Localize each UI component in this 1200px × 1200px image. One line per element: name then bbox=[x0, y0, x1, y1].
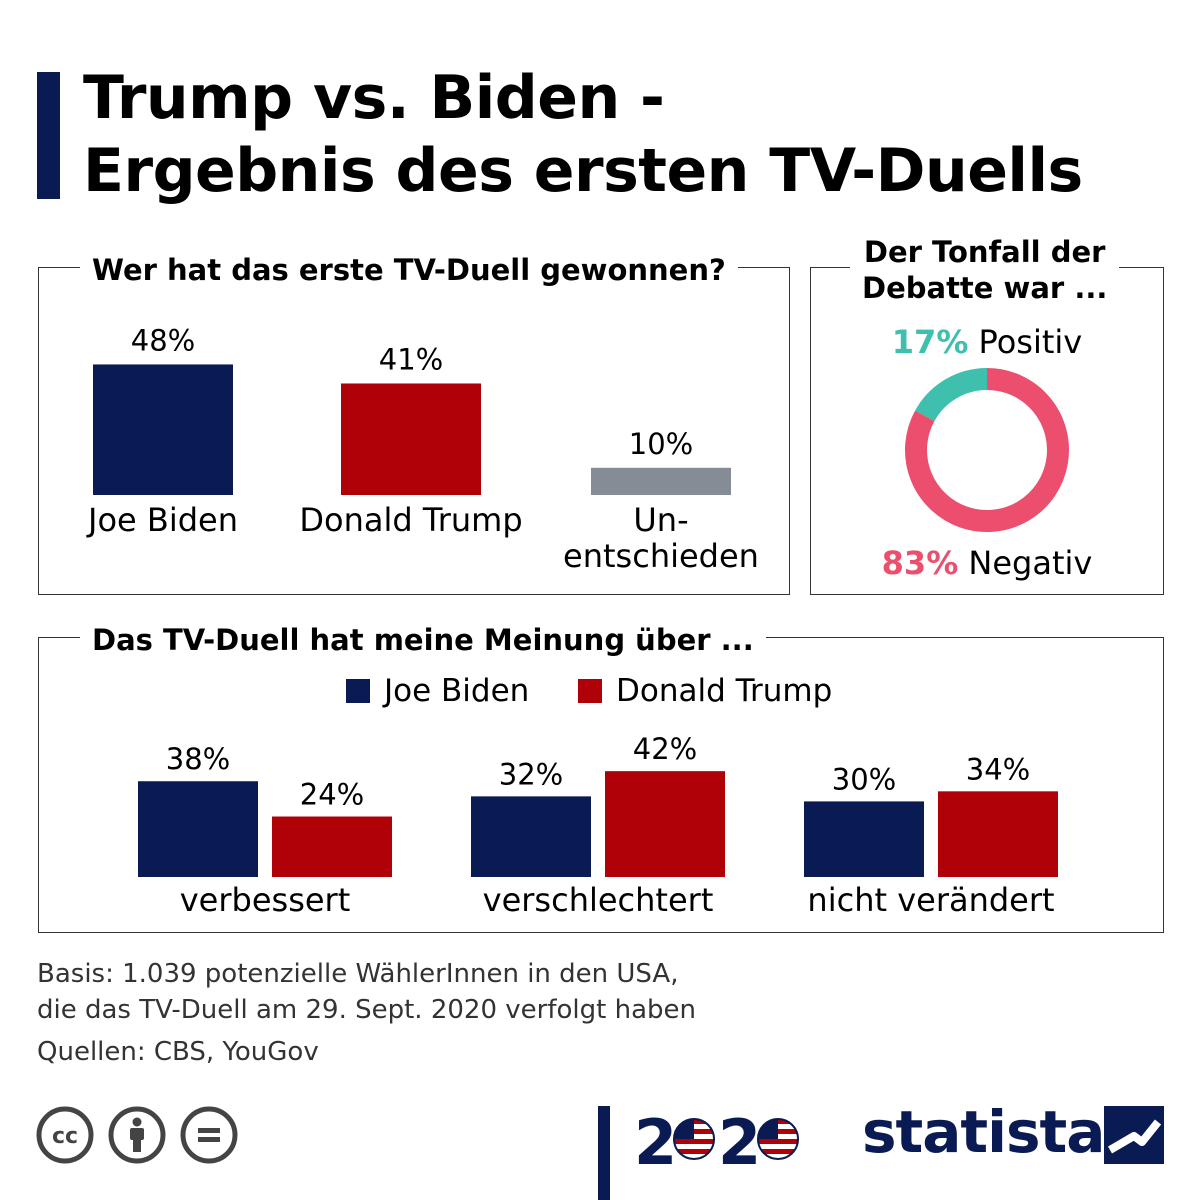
tone-donut-slice bbox=[905, 368, 1069, 532]
page-title: Trump vs. Biden - Ergebnis des ersten TV… bbox=[83, 62, 1183, 208]
tone-donut-chart: 17% Positiv 83% Negativ bbox=[882, 323, 1093, 582]
winner-category-label: entschieden bbox=[563, 537, 759, 575]
opinion-bar bbox=[605, 771, 725, 877]
winner-bar bbox=[591, 467, 731, 495]
election-logo-bar bbox=[598, 1106, 610, 1200]
svg-text:cc: cc bbox=[52, 1124, 78, 1149]
attribution-icon[interactable] bbox=[108, 1106, 166, 1164]
tone-positive-label: 17% Positiv bbox=[892, 323, 1082, 361]
winner-bar-chart: 48% Joe Biden 41% Donald Trump 10% Un-entschi… bbox=[86, 323, 759, 575]
opinion-category-label: verbessert bbox=[180, 881, 351, 919]
svg-text:2: 2 bbox=[718, 1108, 761, 1172]
opinion-value-label: 42% bbox=[633, 732, 697, 766]
opinion-category-label: verschlechtert bbox=[483, 881, 714, 919]
flag-zero-icon-2 bbox=[758, 1119, 798, 1159]
opinion-bar bbox=[272, 816, 392, 877]
footer-basis-line-1: Basis: 1.039 potenzielle WählerInnen in … bbox=[37, 959, 679, 989]
opinion-value-label: 34% bbox=[966, 752, 1030, 786]
title-line-2: Ergebnis des ersten TV-Duells bbox=[83, 136, 1083, 206]
footer-basis: Basis: 1.039 potenzielle WählerInnen in … bbox=[37, 956, 696, 1028]
footer-sources: Quellen: CBS, YouGov bbox=[37, 1037, 319, 1067]
legend-label: Donald Trump bbox=[616, 673, 832, 709]
flag-zero-icon-1 bbox=[674, 1119, 714, 1159]
winner-category-label: Donald Trump bbox=[299, 501, 522, 539]
opinion-bar bbox=[804, 801, 924, 877]
tone-negative-value: 83% bbox=[882, 544, 959, 582]
tone-title-line-1: Der Tonfall der bbox=[863, 235, 1106, 269]
opinion-bar bbox=[138, 781, 258, 877]
tone-title-line-2: Debatte war ... bbox=[862, 271, 1108, 305]
cc-icon[interactable]: cc bbox=[36, 1106, 94, 1164]
election-2020-logo: 2 2 bbox=[634, 1108, 799, 1172]
winner-chart-title: Wer hat das erste TV-Duell gewonnen? bbox=[80, 252, 738, 288]
opinion-value-label: 38% bbox=[166, 742, 230, 776]
opinion-grouped-bar-chart: Joe Biden Donald Trump 38% 24% verbessert 32%… bbox=[138, 673, 1058, 919]
tone-donut-slice bbox=[915, 368, 988, 422]
winner-value-label: 48% bbox=[131, 323, 195, 357]
statista-logo-icon bbox=[1104, 1106, 1164, 1164]
tone-negative-label: 83% Negativ bbox=[882, 544, 1093, 582]
winner-bar bbox=[341, 383, 481, 495]
legend-swatch bbox=[346, 679, 370, 703]
opinion-chart-title: Das TV-Duell hat meine Meinung über ... bbox=[80, 622, 766, 658]
svg-text:2: 2 bbox=[634, 1108, 677, 1172]
winner-bar bbox=[93, 364, 233, 495]
opinion-value-label: 30% bbox=[832, 762, 896, 796]
legend-label: Joe Biden bbox=[382, 673, 529, 709]
legend-swatch bbox=[578, 679, 602, 703]
winner-category-label: Un- bbox=[633, 501, 688, 539]
tone-positive-value: 17% bbox=[892, 323, 969, 361]
statista-logo-text[interactable]: statista bbox=[862, 1098, 1105, 1166]
opinion-bar bbox=[471, 796, 591, 877]
tone-negative-name: Negativ bbox=[958, 544, 1092, 582]
opinion-value-label: 32% bbox=[499, 757, 563, 791]
title-line-1: Trump vs. Biden - bbox=[83, 63, 665, 133]
tone-positive-name: Positiv bbox=[968, 323, 1082, 361]
opinion-value-label: 24% bbox=[300, 778, 364, 812]
winner-category-label: Joe Biden bbox=[86, 501, 238, 539]
title-accent-bar bbox=[37, 72, 60, 199]
footer-basis-line-2: die das TV-Duell am 29. Sept. 2020 verfo… bbox=[37, 995, 696, 1025]
no-derivatives-icon[interactable] bbox=[180, 1106, 238, 1164]
opinion-category-label: nicht verändert bbox=[807, 881, 1054, 919]
winner-value-label: 10% bbox=[629, 427, 693, 461]
tone-chart-title: Der Tonfall der Debatte war ... bbox=[850, 234, 1120, 306]
winner-value-label: 41% bbox=[379, 342, 443, 376]
opinion-bar bbox=[938, 791, 1058, 877]
